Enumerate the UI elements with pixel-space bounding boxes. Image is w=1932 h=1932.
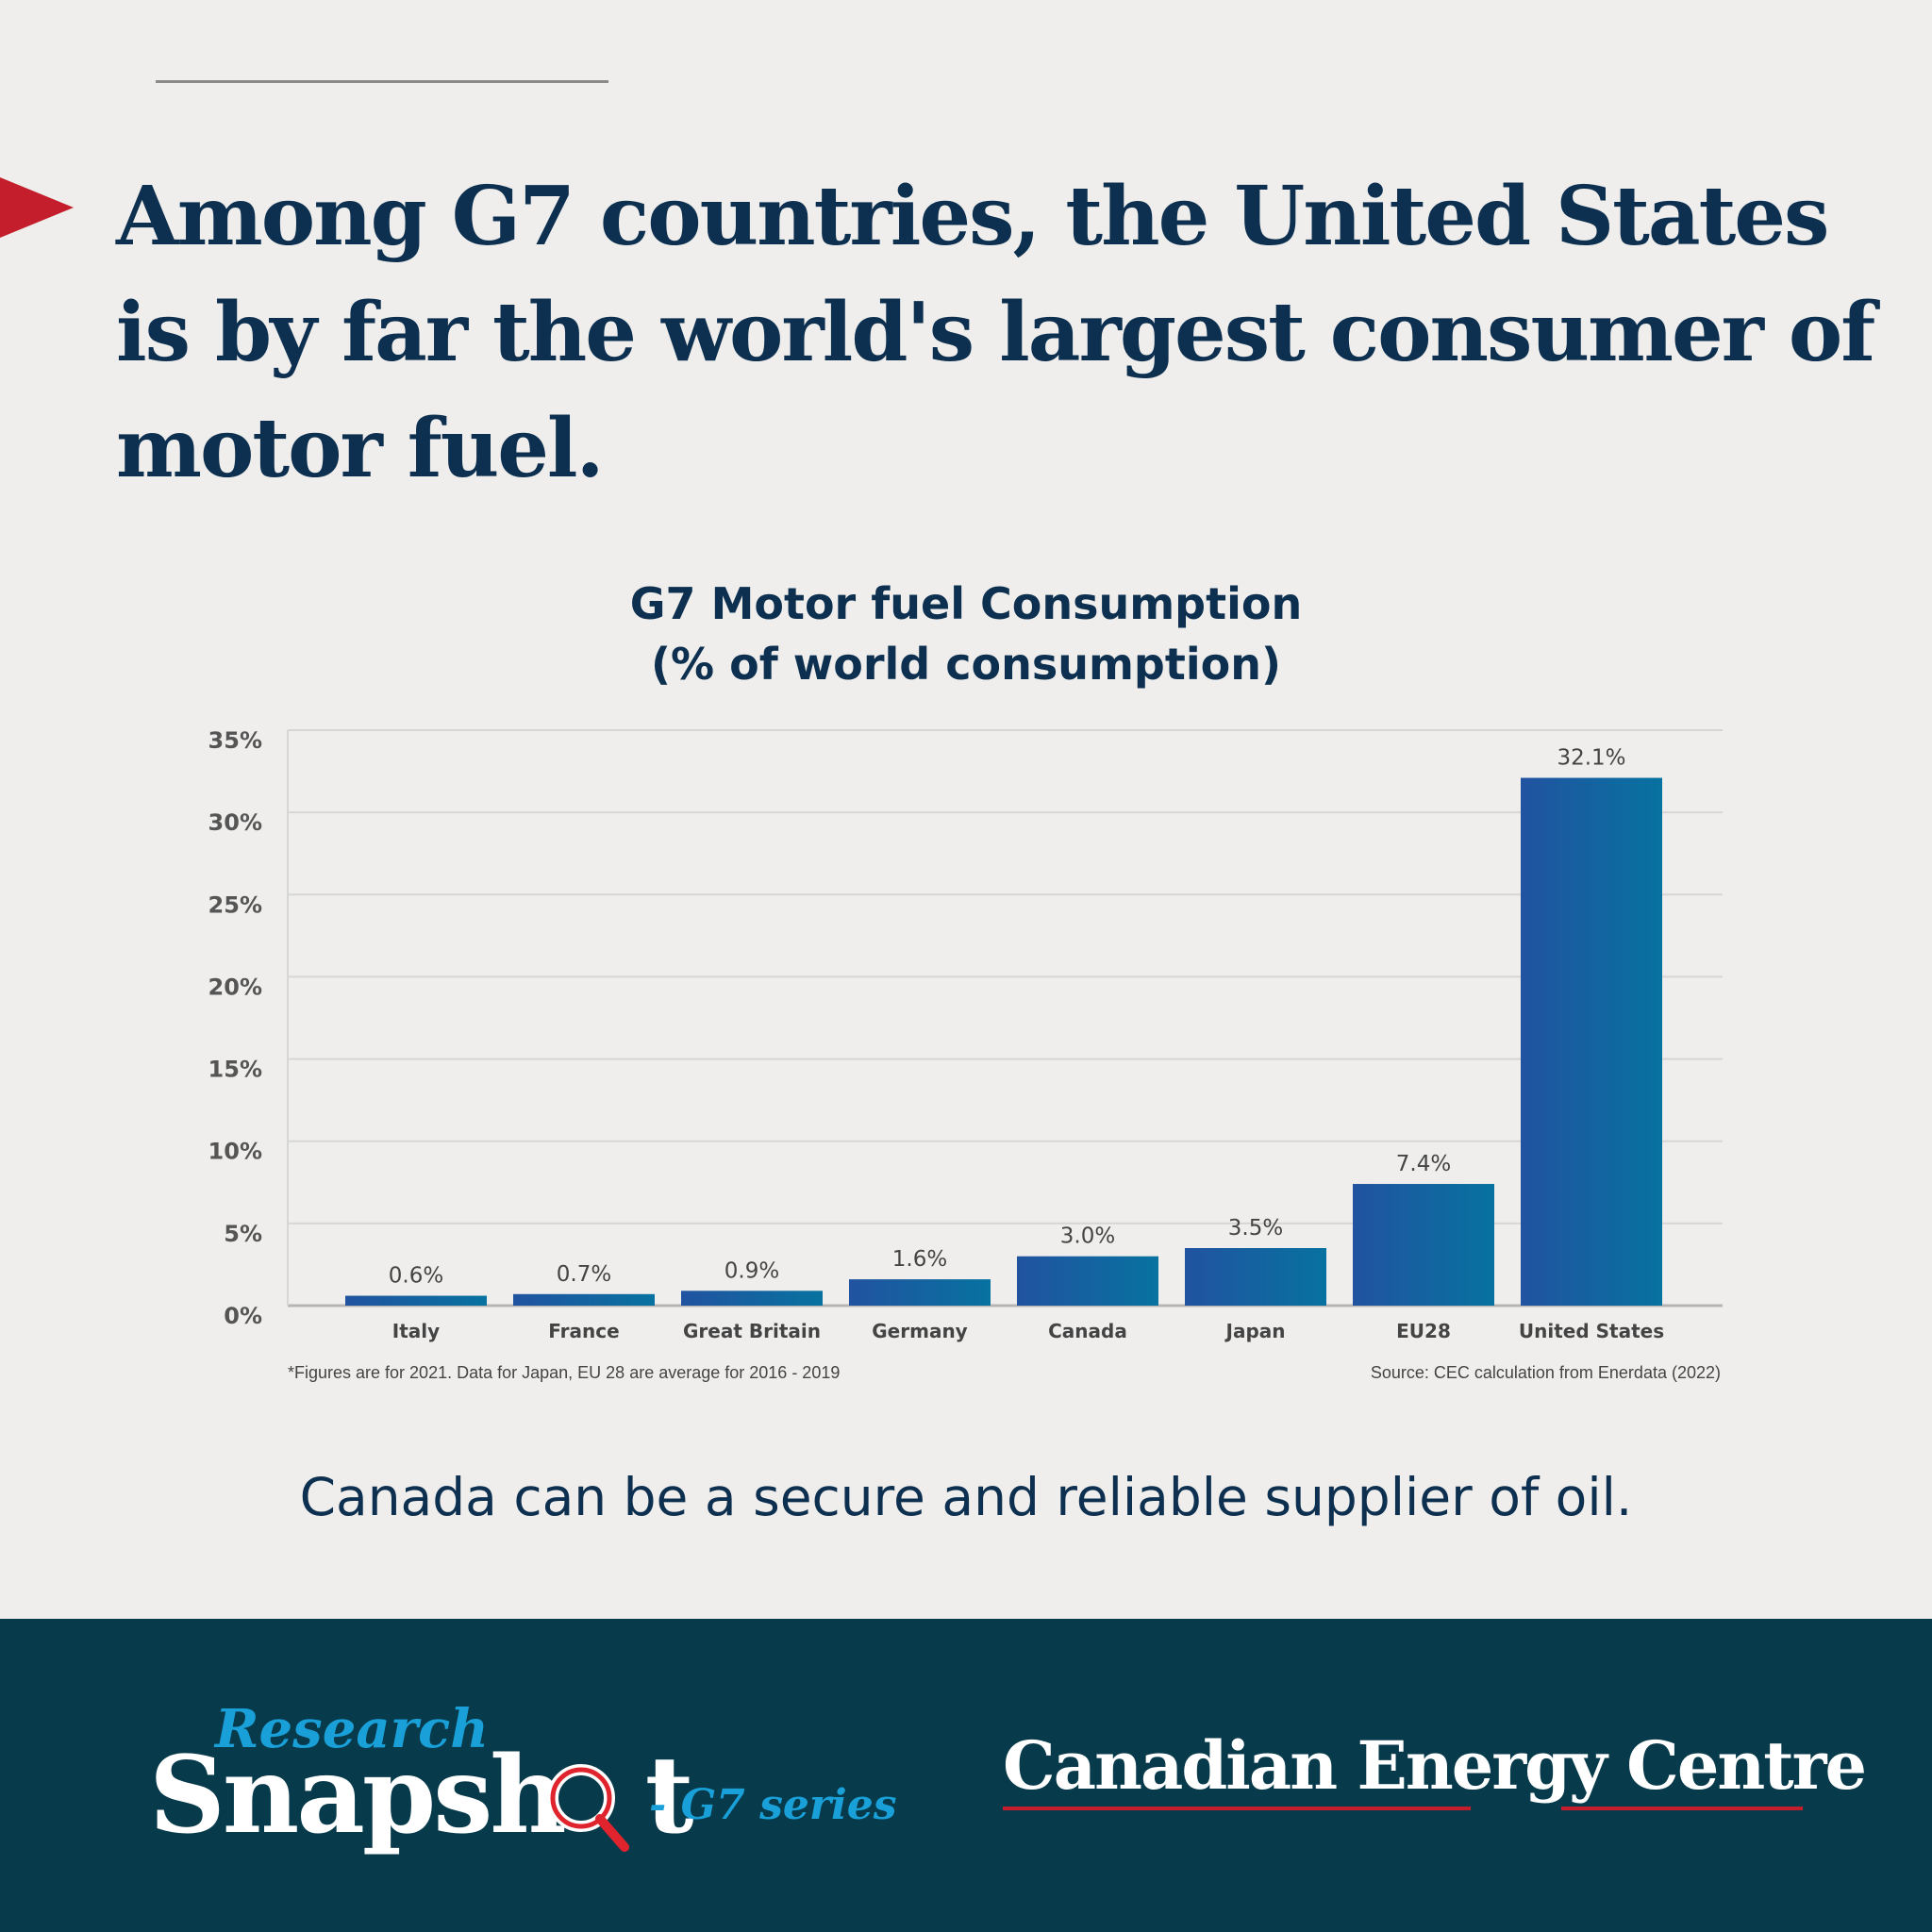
chart-title: G7 Motor fuel Consumption	[629, 578, 1303, 629]
bar-value-label: 32.1%	[1557, 746, 1625, 771]
bar	[513, 1293, 655, 1306]
bar	[1521, 777, 1662, 1306]
brand-snapshot-end: t	[644, 1734, 694, 1857]
x-tick-label: Japan	[1224, 1320, 1286, 1342]
chart-subtitle: (% of world consumption)	[651, 639, 1281, 690]
x-tick-label: Great Britain	[683, 1320, 821, 1342]
bar	[345, 1295, 487, 1306]
bars: 0.6% Italy 0.7% France 0.9% Great Britain 1.6%…	[345, 746, 1664, 1342]
bar-value-label: 1.6%	[892, 1247, 947, 1272]
brand-series: - G7 series	[649, 1781, 897, 1829]
bar	[849, 1279, 991, 1306]
brand-snapshot-text: Snapsh	[149, 1734, 567, 1857]
y-tick-label: 30%	[208, 809, 262, 836]
y-tick-label: 0%	[224, 1303, 262, 1329]
x-tick-label: EU28	[1396, 1320, 1451, 1342]
x-tick-label: United States	[1519, 1320, 1664, 1342]
bar	[1353, 1184, 1494, 1306]
org-underline-left	[1003, 1807, 1471, 1810]
y-tick-label: 5%	[224, 1221, 262, 1247]
y-tick-label: 15%	[208, 1057, 262, 1083]
bar-value-label: 0.9%	[724, 1258, 779, 1283]
y-tick-label: 10%	[208, 1139, 262, 1165]
red-arrow-icon	[0, 177, 74, 238]
x-tick-label: Italy	[392, 1320, 440, 1342]
headline: Among G7 countries, the United States is…	[116, 169, 1875, 496]
source-note: Source: CEC calculation from Enerdata (2…	[1370, 1363, 1721, 1382]
bar-value-label: 0.7%	[557, 1262, 611, 1287]
footnote: *Figures are for 2021. Data for Japan, E…	[288, 1363, 841, 1382]
tagline: Canada can be a secure and reliable supp…	[299, 1467, 1633, 1527]
y-tick-label: 35%	[208, 727, 262, 754]
brand-snapshot: Snapsh t	[149, 1734, 694, 1857]
bar-value-label: 3.0%	[1060, 1224, 1115, 1249]
chart-title-block: G7 Motor fuel Consumption (% of world co…	[0, 574, 1932, 694]
brand-research: Research	[215, 1698, 489, 1760]
footer	[0, 1619, 1932, 1932]
bar	[681, 1291, 823, 1306]
bar-chart: 0% 5% 10% 15% 20% 25% 30% 35% 0.6% Italy 0.7% Fran…	[208, 727, 1723, 1342]
y-axis: 0% 5% 10% 15% 20% 25% 30% 35%	[208, 727, 289, 1329]
magnifier-icon	[547, 1764, 629, 1852]
x-tick-label: France	[548, 1320, 619, 1342]
bar	[1185, 1248, 1326, 1306]
grid-lines	[288, 729, 1723, 1307]
org-name: Canadian Energy Centre	[1003, 1726, 1867, 1805]
bar-value-label: 0.6%	[389, 1264, 443, 1289]
x-tick-label: Germany	[872, 1320, 967, 1342]
bar	[1017, 1256, 1158, 1306]
bar-value-label: 3.5%	[1228, 1216, 1283, 1241]
x-tick-label: Canada	[1048, 1320, 1127, 1342]
y-tick-label: 20%	[208, 974, 262, 1000]
y-tick-label: 25%	[208, 891, 262, 918]
org-underline-right	[1561, 1807, 1803, 1810]
bar-value-label: 7.4%	[1396, 1152, 1451, 1176]
top-rule	[156, 80, 608, 83]
